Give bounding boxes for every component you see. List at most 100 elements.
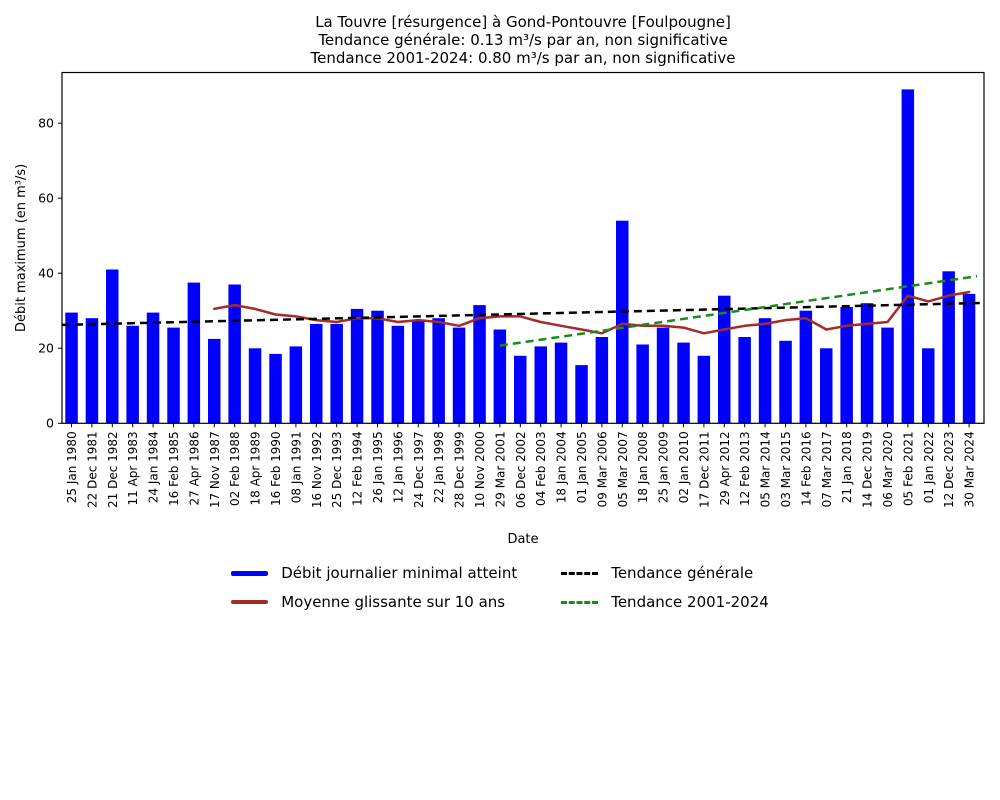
x-tick-label: 12 Dec 2023 — [942, 431, 956, 508]
chart-title-line1: La Touvre [résurgence] à Gond-Pontouvre … — [315, 13, 731, 31]
x-tick-label: 24 Jan 1984 — [147, 431, 161, 503]
bar — [881, 327, 894, 424]
bar — [534, 346, 547, 424]
bar — [636, 344, 649, 424]
bar — [656, 327, 670, 424]
x-tick-label: 30 Mar 2024 — [963, 431, 977, 507]
x-tick-label: 22 Dec 1981 — [85, 431, 99, 508]
x-tick-label: 16 Nov 1992 — [310, 431, 324, 508]
bar — [820, 348, 833, 424]
bar — [616, 220, 629, 424]
y-tick-label: 60 — [38, 190, 54, 205]
x-tick-label: 17 Dec 2011 — [697, 431, 711, 508]
x-tick-label: 01 Jan 2005 — [575, 431, 589, 503]
bar — [901, 89, 915, 424]
plot-border — [61, 71, 985, 424]
bar — [371, 310, 384, 424]
bar — [412, 320, 425, 424]
bar — [65, 312, 78, 424]
x-tick-label: 05 Mar 2014 — [759, 431, 773, 507]
x-tick-label: 24 Dec 1997 — [412, 431, 426, 508]
x-tick-label: 28 Dec 1999 — [453, 431, 467, 508]
rolling-mean-line — [213, 290, 971, 335]
x-tick-label: 17 Nov 1987 — [208, 431, 222, 508]
bar — [310, 323, 323, 424]
x-tick-label: 21 Jan 2018 — [840, 431, 854, 503]
bar — [85, 318, 99, 424]
x-tick-label: 06 Mar 2020 — [881, 431, 895, 507]
bar — [493, 329, 507, 424]
x-tick-label: 16 Feb 1990 — [269, 431, 283, 506]
x-tick-label: 14 Feb 2016 — [799, 431, 813, 506]
bar — [758, 318, 772, 424]
y-tick-label: 0 — [46, 416, 54, 431]
trend-2001-2024-line — [499, 274, 978, 347]
bar — [575, 365, 588, 424]
x-tick-label: 05 Mar 2007 — [616, 431, 630, 507]
bar — [106, 269, 119, 424]
chart-title: La Touvre [résurgence] à Gond-Pontouvre … — [46, 13, 1000, 67]
x-tick-label: 29 Apr 2012 — [718, 431, 732, 505]
x-tick-label: 27 Apr 1986 — [187, 431, 201, 505]
bar — [248, 348, 262, 424]
x-tick-label: 21 Dec 1982 — [106, 431, 120, 508]
x-tick-label: 02 Feb 1988 — [228, 431, 242, 506]
x-axis-label: Date — [507, 532, 538, 547]
x-tick-label: 18 Apr 1989 — [249, 431, 263, 505]
x-tick-label: 10 Nov 2000 — [473, 431, 487, 508]
chart-title-line2: Tendance générale: 0.13 m³/s par an, non… — [318, 31, 728, 49]
x-tick-label: 18 Jan 2004 — [555, 431, 569, 503]
bar — [738, 337, 751, 424]
bar — [677, 342, 690, 424]
x-tick-label: 26 Jan 1995 — [371, 431, 385, 503]
legend-column-1: Débit journalier minimal atteint Moyenne… — [231, 562, 517, 613]
x-tick-label: 12 Jan 1996 — [391, 431, 405, 503]
x-tick-label: 07 Mar 2017 — [820, 431, 834, 507]
x-tick-label: 09 Mar 2006 — [595, 431, 609, 507]
legend-label-debit: Débit journalier minimal atteint — [281, 564, 518, 582]
legend: Débit journalier minimal atteint Moyenne… — [0, 562, 1000, 613]
legend-label-moyenne: Moyenne glissante sur 10 ans — [281, 593, 506, 611]
x-tick-label: 25 Jan 1980 — [65, 431, 79, 503]
chart-title-line3: Tendance 2001-2024: 0.80 m³/s par an, no… — [310, 49, 736, 67]
x-tick-label: 02 Jan 2010 — [677, 431, 691, 503]
bar — [554, 342, 568, 424]
bar — [289, 346, 303, 424]
bar — [228, 284, 241, 424]
y-tick-label: 20 — [38, 340, 54, 355]
y-tick-label: 40 — [38, 265, 54, 280]
plot-area: 0 20 40 60 80 25 Jan 1980 22 Dec 1981 21 Dec 19… — [14, 71, 985, 547]
bar — [330, 323, 343, 424]
legend-column-2: Tendance générale Tendance 2001-2024 — [561, 562, 769, 613]
bar — [860, 303, 874, 424]
x-tick-label: 14 Dec 2019 — [861, 431, 875, 508]
legend-item-debit: Débit journalier minimal atteint — [231, 562, 517, 584]
bar — [922, 348, 935, 424]
bar — [779, 340, 792, 424]
x-tick-label: 22 Jan 1998 — [432, 431, 446, 503]
bar — [452, 327, 466, 424]
bar — [595, 337, 609, 424]
legend-item-moyenne: Moyenne glissante sur 10 ans — [231, 591, 517, 613]
y-tick-label: 80 — [38, 115, 54, 130]
bar — [146, 312, 160, 424]
bar — [208, 338, 221, 424]
x-tick-label: 05 Feb 2021 — [901, 431, 915, 506]
x-tick-label: 03 Mar 2015 — [779, 431, 793, 507]
bar — [718, 295, 731, 424]
bar — [391, 325, 405, 424]
bar — [269, 353, 282, 424]
x-tick-label: 12 Feb 1994 — [351, 431, 365, 506]
x-tick-label: 01 Jan 2022 — [922, 431, 936, 503]
x-tick-label: 29 Mar 2001 — [493, 431, 507, 507]
y-axis-label: Débit maximum (en m³/s) — [14, 164, 29, 332]
x-tick-label: 11 Apr 1983 — [126, 431, 140, 505]
bar — [126, 325, 139, 424]
legend-item-tendance-2001-2024: Tendance 2001-2024 — [561, 591, 769, 613]
x-tick-label: 18 Jan 2008 — [636, 431, 650, 503]
bar — [514, 355, 527, 424]
x-tick-label: 08 Jan 1991 — [289, 431, 303, 503]
x-tick-label: 12 Feb 2013 — [738, 431, 752, 506]
bar — [840, 307, 853, 424]
